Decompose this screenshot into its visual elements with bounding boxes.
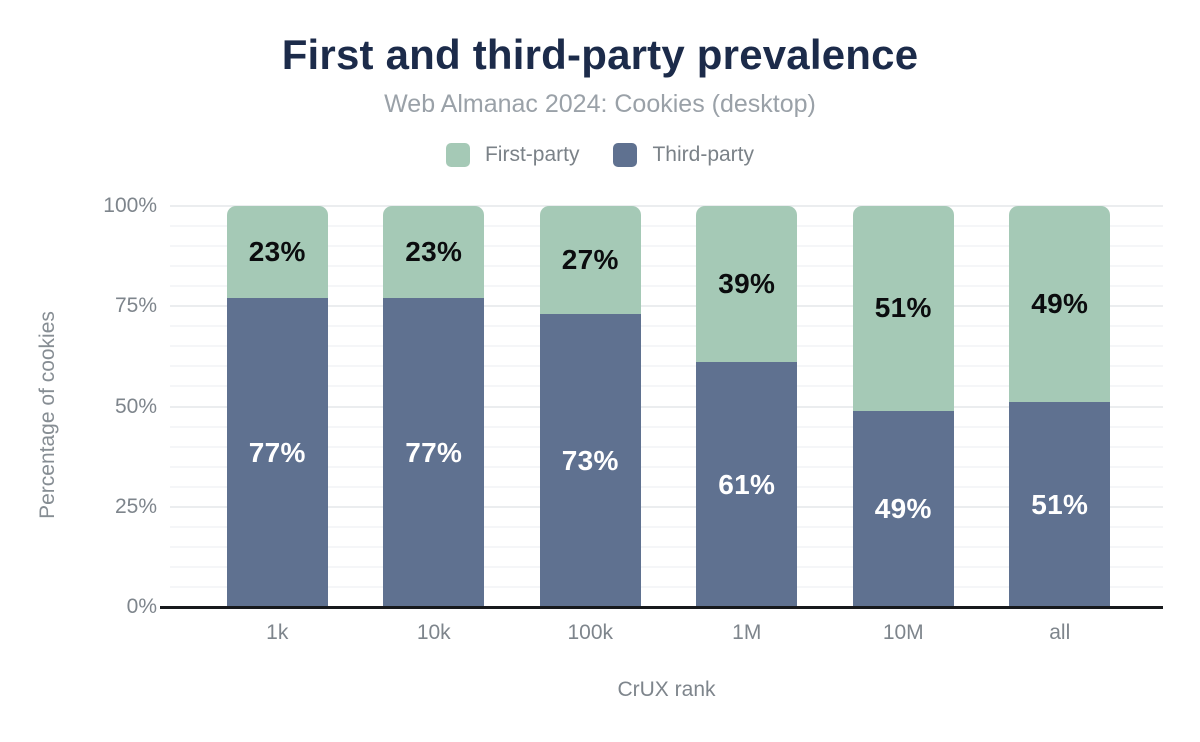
bar-slot-1k: 23% 77% <box>199 206 356 607</box>
stacked-bar-10m: 51% 49% <box>852 206 954 607</box>
stacked-bar-10k: 23% 77% <box>383 206 485 607</box>
first-party-segment-1m: 39% <box>696 206 798 363</box>
bar-slot-all: 49% 51% <box>982 206 1139 607</box>
y-axis-ticks: 0% 25% 50% 75% 100% <box>0 194 157 618</box>
data-label-third-party-1m: 61% <box>718 468 776 500</box>
chart-title: First and third-party prevalence <box>281 31 919 78</box>
data-label-first-party-100k: 27% <box>561 244 619 276</box>
y-tick-75: 75% <box>114 294 157 318</box>
major-gridline-50 <box>170 405 1163 408</box>
legend-label-third-party: Third-party <box>652 143 755 166</box>
minor-gridline-65 <box>170 345 1163 348</box>
x-tick-10k: 10k <box>416 621 451 644</box>
minor-gridline-90 <box>170 245 1163 248</box>
minor-gridline-40 <box>170 445 1163 448</box>
major-gridline-75 <box>170 305 1163 308</box>
data-label-third-party-10k: 77% <box>405 436 463 468</box>
first-party-segment-10k: 23% <box>383 206 485 299</box>
first-party-segment-10m: 51% <box>852 206 954 411</box>
minor-gridline-80 <box>170 285 1163 288</box>
chart-subtitle: Web Almanac 2024: Cookies (desktop) <box>384 90 816 118</box>
data-label-first-party-1k: 23% <box>248 236 306 268</box>
first-party-segment-100k: 27% <box>539 206 641 315</box>
data-label-third-party-10m: 49% <box>874 492 932 524</box>
minor-gridline-55 <box>170 385 1163 388</box>
major-gridline-100 <box>170 205 1163 207</box>
legend-swatch-third-party <box>613 143 638 167</box>
minor-gridline-70 <box>170 325 1163 328</box>
data-label-first-party-10m: 51% <box>874 292 932 324</box>
y-tick-100: 100% <box>103 194 157 217</box>
legend-swatch-first-party <box>445 143 470 167</box>
first-party-segment-1k: 23% <box>226 206 328 299</box>
bar-slot-100k: 27% 73% <box>512 206 669 607</box>
legend: First-party Third-party <box>0 143 1200 167</box>
x-tick-1m: 1M <box>732 621 762 644</box>
bar-slot-1m: 39% 61% <box>669 206 826 607</box>
third-party-segment-1k: 77% <box>226 298 328 607</box>
stacked-bar-100k: 27% 73% <box>539 206 641 607</box>
third-party-segment-1m: 61% <box>696 362 798 607</box>
minor-gridline-15 <box>170 545 1163 548</box>
minor-gridline-45 <box>170 425 1163 428</box>
third-party-segment-10m: 49% <box>852 410 954 607</box>
minor-gridline-85 <box>170 265 1163 268</box>
minor-gridline-95 <box>170 225 1163 228</box>
first-party-segment-all: 49% <box>1009 206 1111 403</box>
third-party-segment-all: 51% <box>1009 402 1111 607</box>
x-tick-1k: 1k <box>266 621 289 644</box>
minor-gridline-30 <box>170 485 1163 488</box>
x-tick-10m: 10M <box>882 621 924 644</box>
third-party-segment-10k: 77% <box>383 298 485 607</box>
legend-item-third-party: Third-party <box>613 143 754 167</box>
bar-slot-10k: 23% 77% <box>356 206 513 607</box>
x-axis-ticks: 1k 10k 100k 1M 10M all <box>199 621 1138 645</box>
data-label-first-party-10k: 23% <box>405 236 463 268</box>
data-label-first-party-1m: 39% <box>718 268 776 300</box>
data-label-third-party-100k: 73% <box>561 444 619 476</box>
x-axis-line <box>160 606 1163 609</box>
minor-gridline-35 <box>170 465 1163 468</box>
minor-gridline-60 <box>170 365 1163 368</box>
third-party-segment-100k: 73% <box>539 314 641 607</box>
plot-area: 23% 77% 23% 77% 27% 73% 39% 61% 51% 49% 49% 51% <box>170 205 1163 607</box>
y-tick-50: 50% <box>114 394 157 418</box>
x-axis-title: CrUX rank <box>617 678 716 701</box>
x-tick-100k: 100k <box>567 621 614 644</box>
y-tick-0: 0% <box>126 595 157 618</box>
data-label-third-party-1k: 77% <box>248 436 306 468</box>
stacked-bar-1k: 23% 77% <box>226 206 328 607</box>
major-gridline-25 <box>170 505 1163 508</box>
legend-label-first-party: First-party <box>484 143 580 166</box>
minor-gridline-10 <box>170 565 1163 568</box>
data-label-third-party-all: 51% <box>1031 488 1089 520</box>
stacked-bar-1m: 39% 61% <box>696 206 798 607</box>
data-label-first-party-all: 49% <box>1031 288 1089 320</box>
legend-item-first-party: First-party <box>445 143 580 167</box>
bar-slot-10m: 51% 49% <box>825 206 982 607</box>
y-tick-25: 25% <box>114 494 157 518</box>
bars-group: 23% 77% 23% 77% 27% 73% 39% 61% 51% 49% 49% 51% <box>199 206 1138 607</box>
x-tick-all: all <box>1049 621 1071 644</box>
minor-gridline-20 <box>170 525 1163 528</box>
minor-gridline-5 <box>170 585 1163 588</box>
stacked-bar-all: 49% 51% <box>1009 206 1111 607</box>
